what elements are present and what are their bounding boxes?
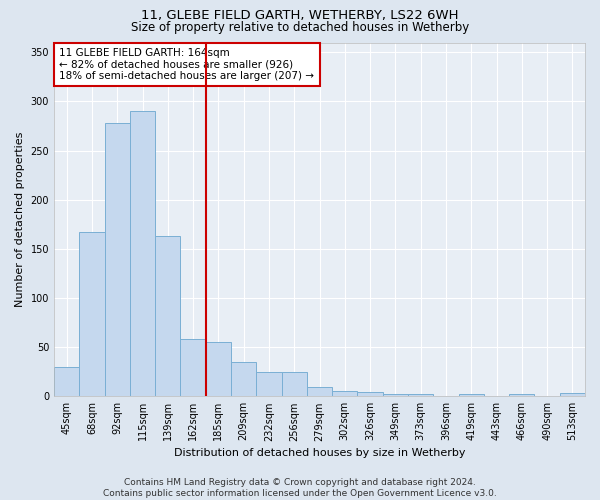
Bar	[104, 123, 130, 396]
Text: 11, GLEBE FIELD GARTH, WETHERBY, LS22 6WH: 11, GLEBE FIELD GARTH, WETHERBY, LS22 6W…	[141, 9, 459, 22]
Bar	[130, 112, 155, 397]
Bar	[54, 367, 79, 396]
Y-axis label: Number of detached properties: Number of detached properties	[15, 132, 25, 307]
X-axis label: Distribution of detached houses by size in Wetherby: Distribution of detached houses by size …	[174, 448, 465, 458]
Bar	[458, 394, 484, 396]
Bar	[383, 394, 408, 396]
Text: 11 GLEBE FIELD GARTH: 164sqm
← 82% of detached houses are smaller (926)
18% of s: 11 GLEBE FIELD GARTH: 164sqm ← 82% of de…	[59, 48, 314, 81]
Bar	[155, 236, 181, 396]
Bar	[231, 362, 256, 396]
Bar	[560, 394, 585, 396]
Bar	[307, 388, 332, 396]
Bar	[206, 342, 231, 396]
Text: Size of property relative to detached houses in Wetherby: Size of property relative to detached ho…	[131, 21, 469, 34]
Bar	[181, 340, 206, 396]
Bar	[509, 394, 535, 396]
Bar	[281, 372, 307, 396]
Bar	[358, 392, 383, 396]
Text: Contains HM Land Registry data © Crown copyright and database right 2024.
Contai: Contains HM Land Registry data © Crown c…	[103, 478, 497, 498]
Bar	[256, 372, 281, 396]
Bar	[79, 232, 104, 396]
Bar	[332, 392, 358, 396]
Bar	[408, 394, 433, 396]
